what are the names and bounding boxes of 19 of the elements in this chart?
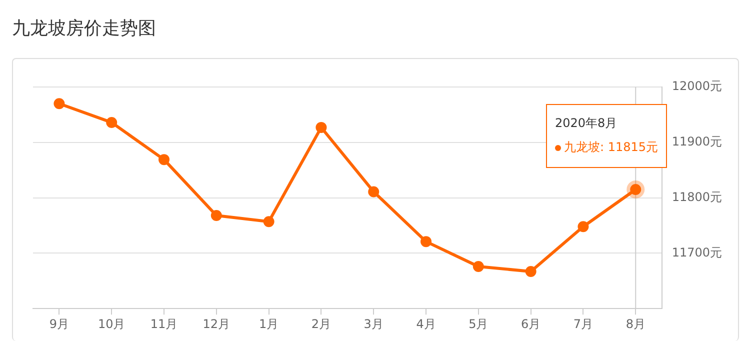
- annotation: 九龙坡: 11815元: [564, 140, 658, 154]
- x-tick-label: 10月: [98, 316, 126, 331]
- x-tick-label: 12月: [202, 316, 230, 331]
- x-tick-label: 11月: [150, 316, 178, 331]
- annotation: 2020年8月: [554, 116, 618, 130]
- x-tick-label: 3月: [364, 316, 384, 331]
- y-tick-label: 11900元: [672, 134, 722, 149]
- x-tick-label: 6月: [521, 316, 541, 331]
- y-tick-label: 11800元: [672, 190, 722, 204]
- chart-title: 九龙坡房价走势图: [12, 17, 156, 40]
- x-tick-label: 1月: [258, 316, 279, 331]
- x-tick-label: 7月: [573, 316, 594, 331]
- x-tick-label: 5月: [468, 316, 488, 331]
- x-tick-label: 8月: [626, 316, 646, 331]
- y-tick-label: 12000元: [672, 79, 722, 94]
- x-tick-label: 9月: [49, 316, 70, 331]
- x-tick-label: 2月: [311, 316, 332, 331]
- x-tick-label: 4月: [416, 316, 436, 331]
- y-tick-label: 11700元: [672, 245, 722, 260]
